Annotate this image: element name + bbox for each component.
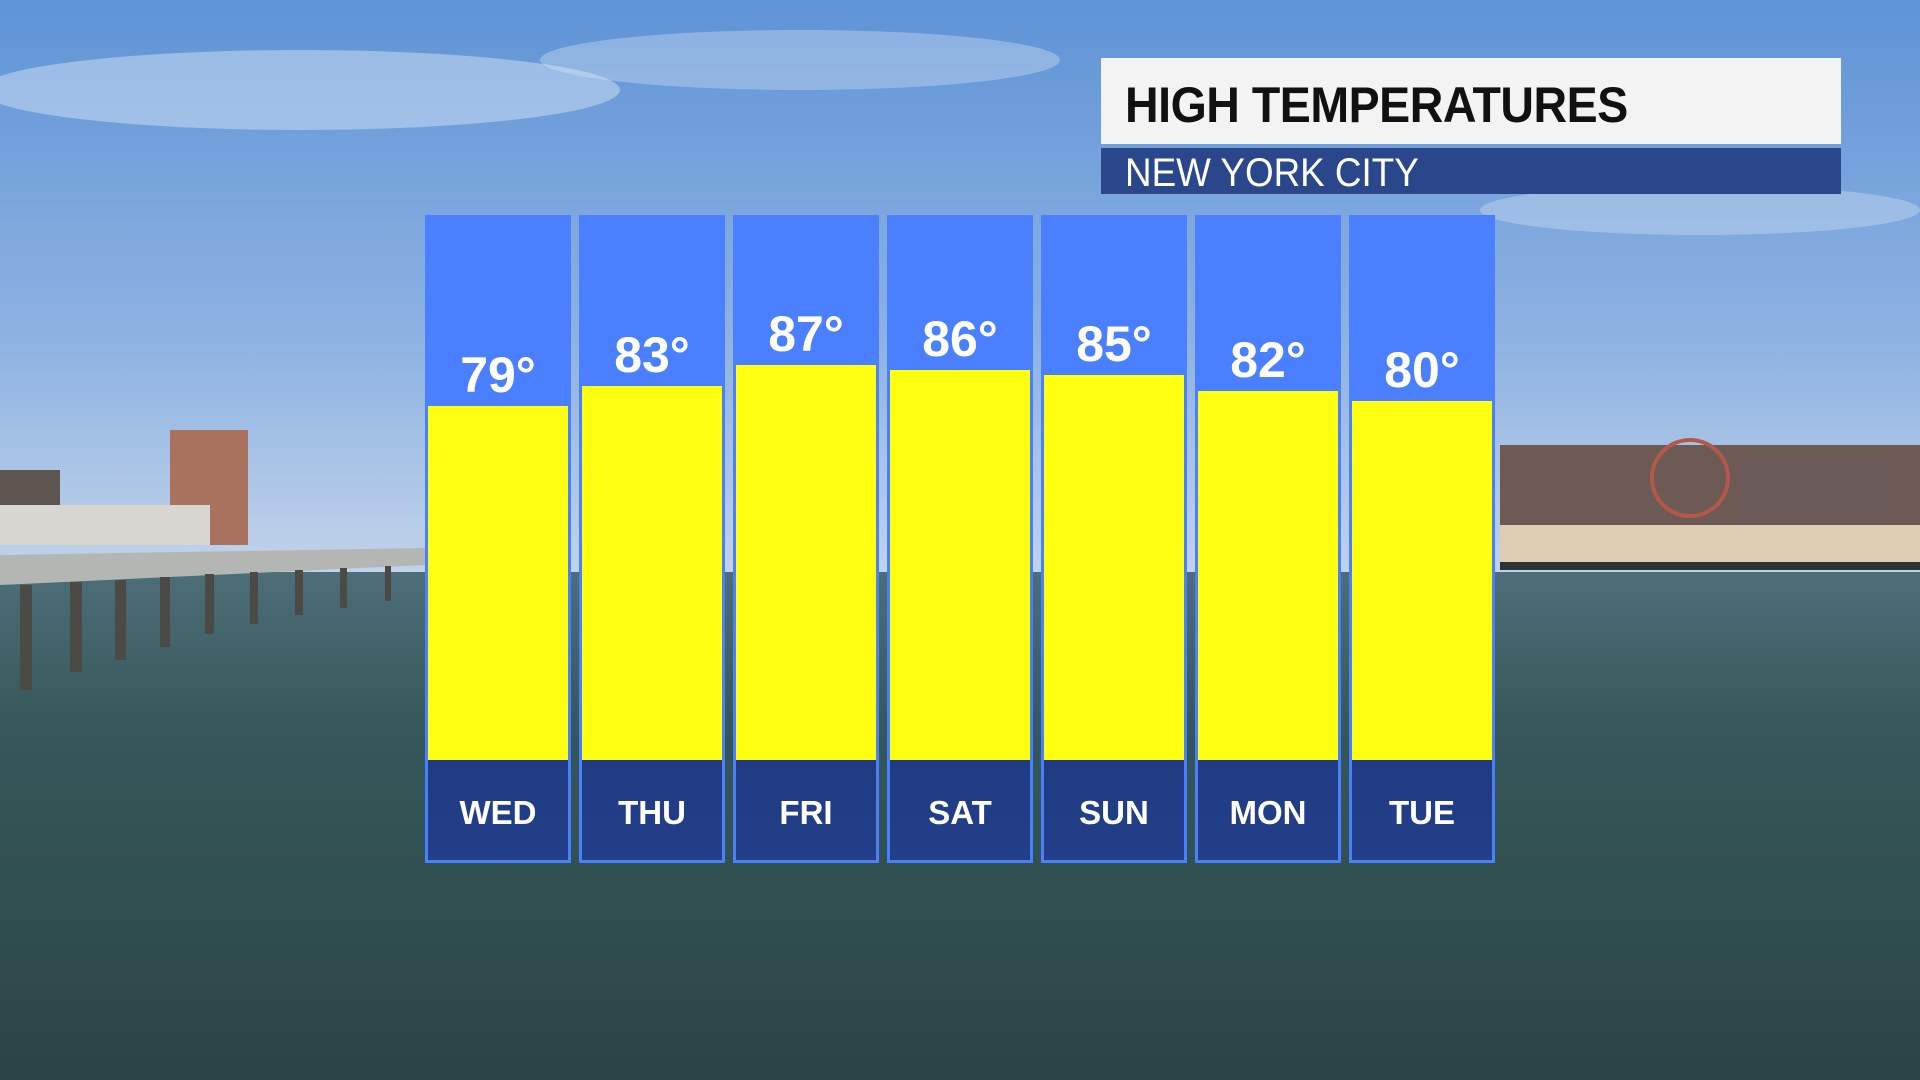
day-label: THU <box>618 794 686 831</box>
temperature-label: 83° <box>614 326 690 383</box>
day-label: TUE <box>1389 794 1455 831</box>
day-band: SUN <box>1044 760 1184 860</box>
temperature-label: 79° <box>460 347 536 404</box>
day-label: WED <box>459 794 537 831</box>
chart-title: HIGH TEMPERATURES <box>1125 77 1628 133</box>
temperature-label: 86° <box>922 311 998 367</box>
temperature-bar <box>736 364 876 760</box>
title-banner: HIGH TEMPERATURES <box>1101 58 1841 144</box>
day-column-mon: 82° MON <box>1195 215 1341 863</box>
subtitle-banner: NEW YORK CITY <box>1101 148 1841 195</box>
temperature-label: 85° <box>1076 316 1152 373</box>
day-column-sat: 86° SAT <box>887 215 1033 863</box>
day-label: SUN <box>1079 794 1149 831</box>
temperature-bar <box>890 370 1030 760</box>
day-column-thu: 83° THU <box>579 215 725 863</box>
day-column-wed: 79° WED <box>425 215 571 863</box>
day-band: MON <box>1198 760 1338 860</box>
day-column-fri: 87° FRI <box>733 215 879 863</box>
temperature-bar <box>1198 390 1338 760</box>
temperature-label: 80° <box>1384 342 1460 399</box>
day-column-sun: 85° SUN <box>1041 215 1187 863</box>
temperature-label: 82° <box>1230 331 1306 388</box>
day-column-tue: 80° TUE <box>1349 215 1495 863</box>
day-label: SAT <box>928 794 992 831</box>
day-band: WED <box>428 760 568 860</box>
day-label: FRI <box>779 794 833 831</box>
temperature-bar <box>1352 401 1492 760</box>
temperature-bar <box>582 385 722 760</box>
day-band: THU <box>582 760 722 860</box>
chart-subtitle: NEW YORK CITY <box>1125 151 1419 195</box>
temperature-bar <box>1044 375 1184 760</box>
day-label: MON <box>1229 794 1307 831</box>
day-band: TUE <box>1352 760 1492 860</box>
day-band: SAT <box>890 760 1030 860</box>
temperature-label: 87° <box>768 305 844 362</box>
day-band: FRI <box>736 760 876 860</box>
temperature-bar <box>428 406 568 760</box>
